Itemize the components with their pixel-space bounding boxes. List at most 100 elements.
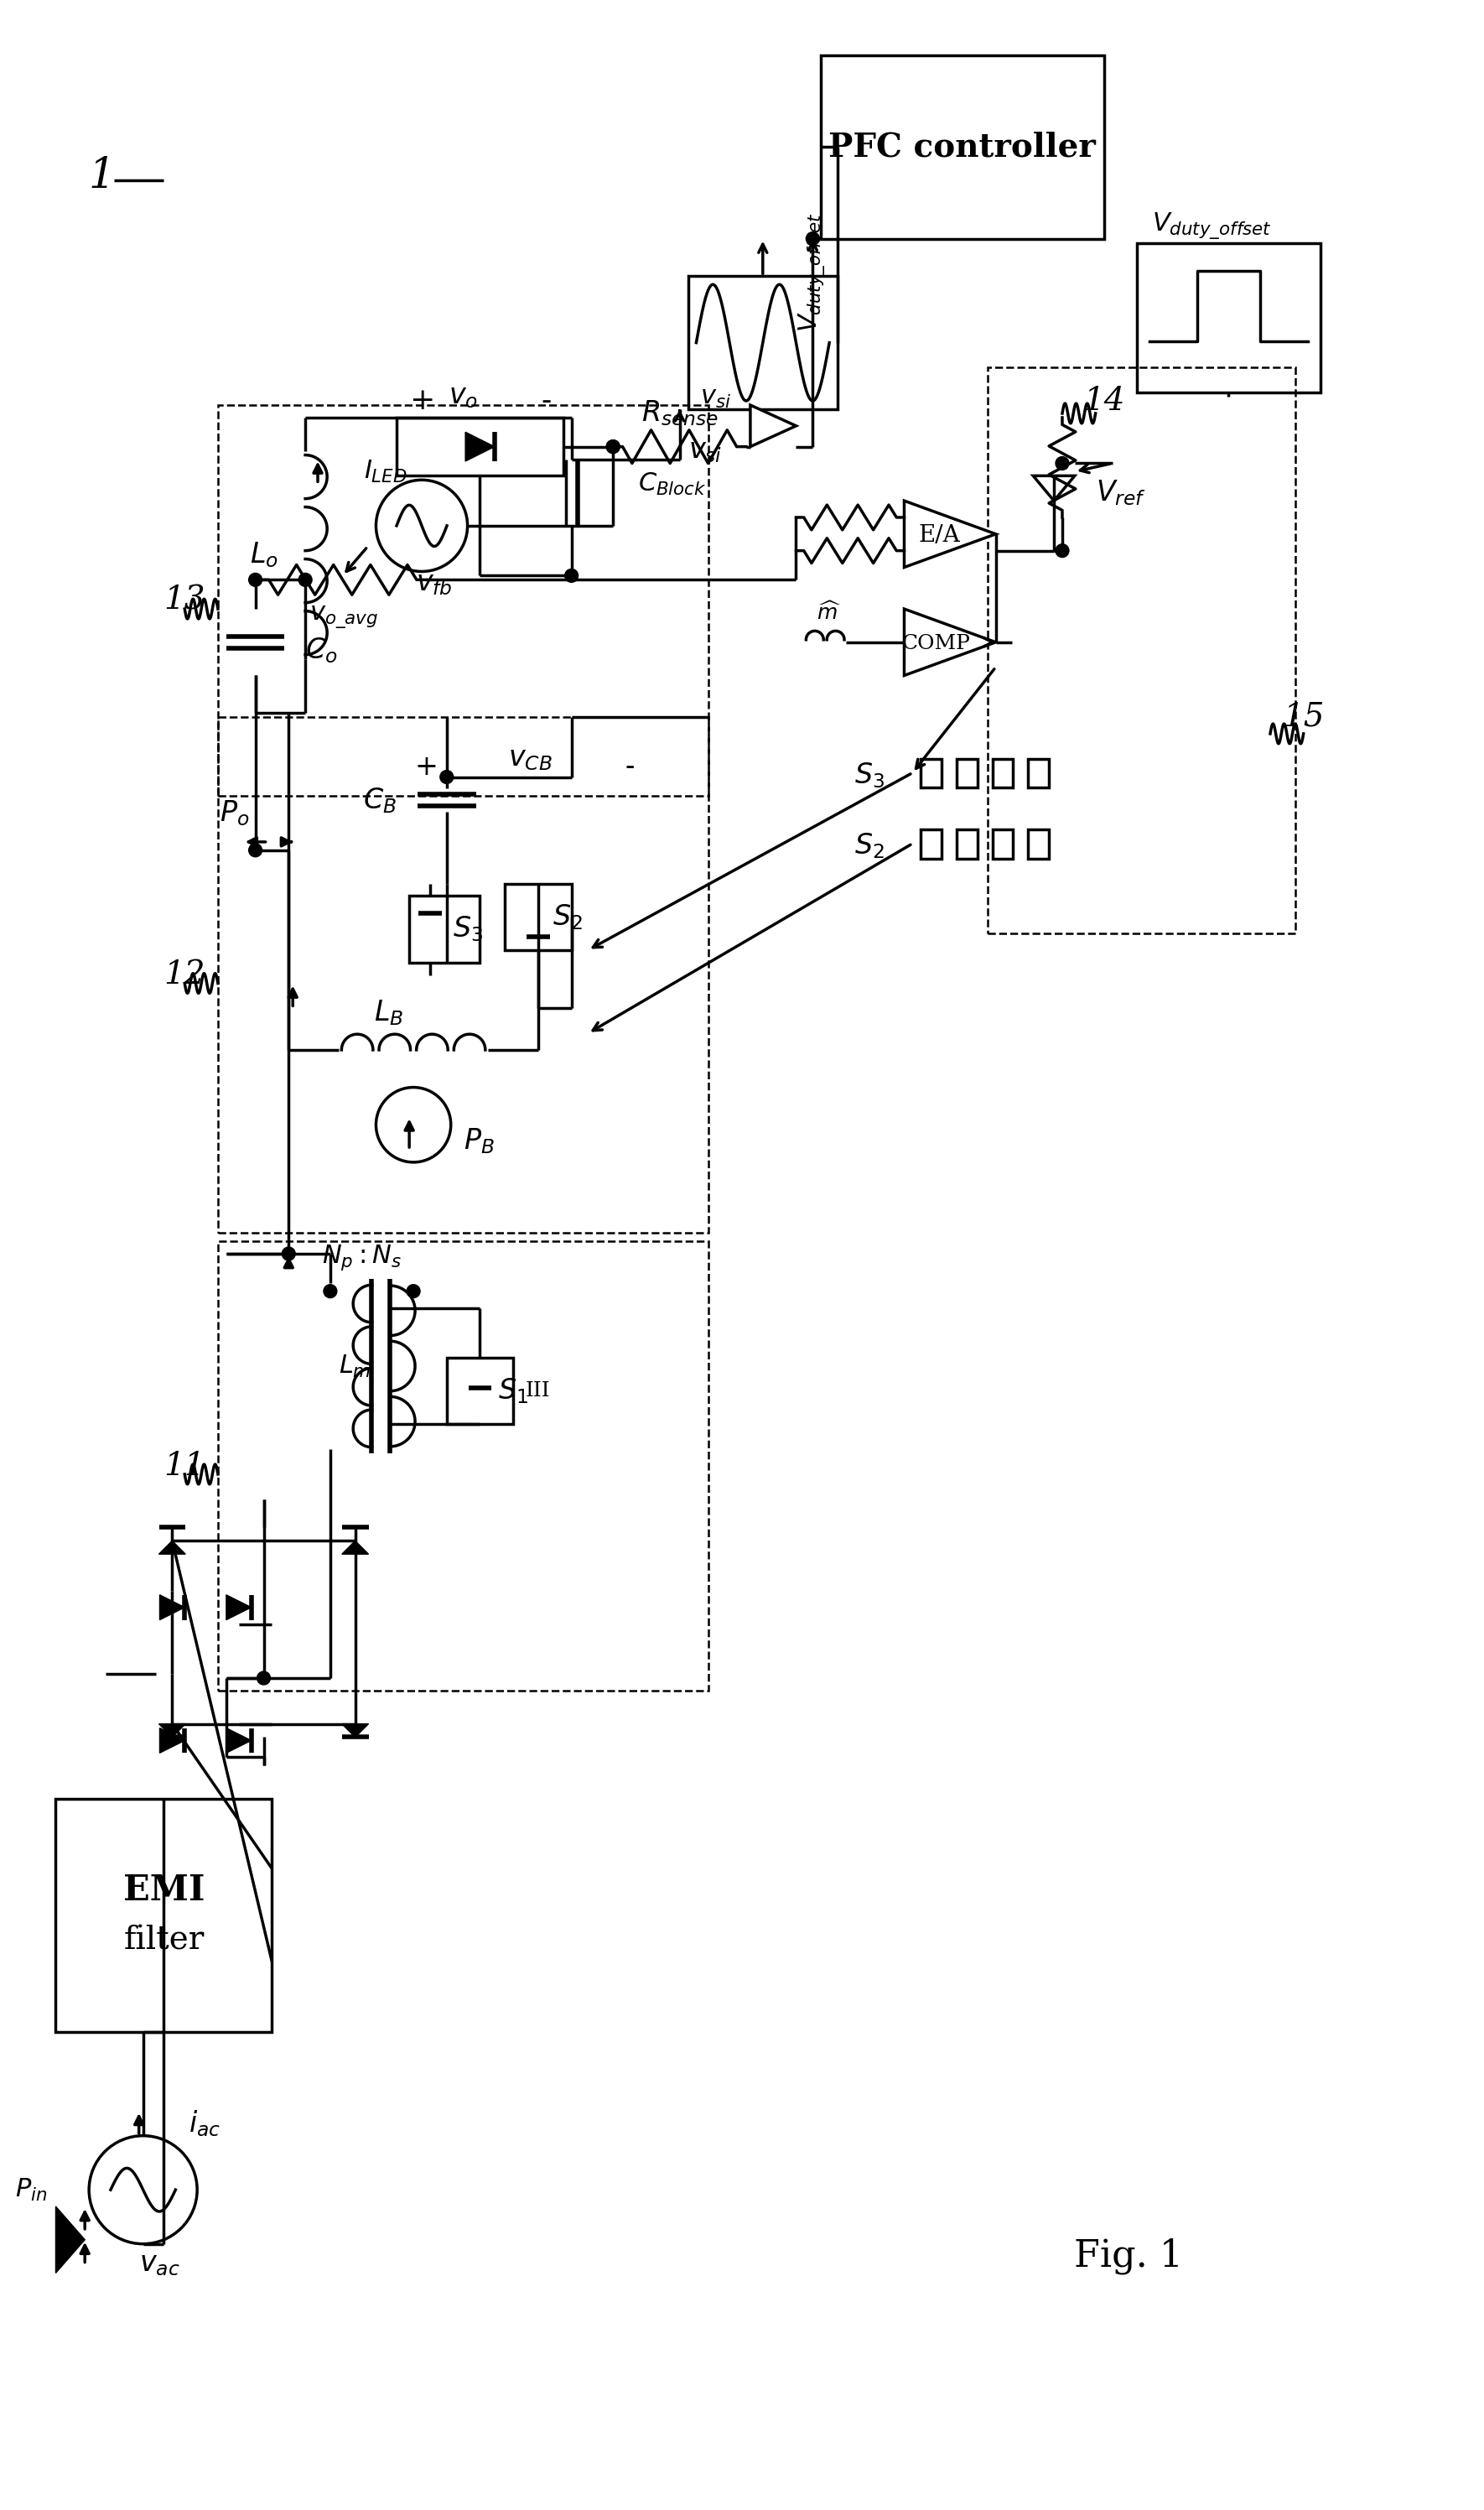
- Text: +: +: [416, 753, 438, 781]
- Circle shape: [249, 843, 263, 856]
- Circle shape: [375, 1087, 451, 1162]
- Text: $C_{Block}$: $C_{Block}$: [638, 472, 706, 497]
- Circle shape: [607, 439, 620, 454]
- Text: $L_m$: $L_m$: [340, 1353, 371, 1378]
- Bar: [922, 828, 942, 858]
- Bar: [1137, 243, 1321, 392]
- Text: $L_B$: $L_B$: [374, 999, 404, 1027]
- Text: $S_3$: $S_3$: [855, 761, 884, 791]
- Text: $S_2$: $S_2$: [552, 901, 582, 931]
- Text: $P_B$: $P_B$: [463, 1127, 494, 1157]
- Polygon shape: [904, 610, 996, 675]
- Bar: [218, 404, 709, 796]
- Polygon shape: [226, 1594, 251, 1619]
- Text: $S_3$: $S_3$: [453, 914, 482, 944]
- Text: $L_o$: $L_o$: [249, 540, 278, 570]
- Bar: [993, 758, 1014, 788]
- Text: $V_{ref}$: $V_{ref}$: [1095, 477, 1146, 507]
- Text: -: -: [625, 753, 635, 781]
- Text: $P_{in}$: $P_{in}$: [15, 2176, 47, 2204]
- Text: $v_{si}$: $v_{si}$: [700, 384, 732, 409]
- Bar: [821, 55, 1104, 238]
- Polygon shape: [469, 1401, 491, 1411]
- Circle shape: [257, 1672, 270, 1684]
- Text: $i_{ac}$: $i_{ac}$: [188, 2108, 221, 2139]
- Bar: [1028, 758, 1049, 788]
- Text: $v_{si}$: $v_{si}$: [689, 437, 721, 464]
- Circle shape: [607, 439, 620, 454]
- Circle shape: [249, 572, 263, 587]
- Text: 12: 12: [163, 959, 205, 991]
- Text: EMI: EMI: [123, 1872, 205, 1908]
- Polygon shape: [904, 502, 996, 567]
- Bar: [410, 896, 479, 961]
- Circle shape: [282, 1247, 295, 1260]
- Bar: [922, 758, 942, 788]
- Circle shape: [565, 570, 579, 582]
- Circle shape: [375, 479, 467, 572]
- Text: $\widehat{m}$: $\widehat{m}$: [818, 602, 841, 625]
- Polygon shape: [56, 2206, 85, 2274]
- Text: $v_{CB}$: $v_{CB}$: [508, 745, 552, 773]
- Bar: [56, 1800, 272, 2031]
- Bar: [218, 1242, 709, 1692]
- Bar: [987, 366, 1296, 934]
- Polygon shape: [418, 926, 442, 936]
- Polygon shape: [226, 1727, 251, 1752]
- Text: $R_{sense}$: $R_{sense}$: [641, 399, 718, 427]
- Circle shape: [89, 2136, 197, 2244]
- Text: COMP: COMP: [902, 635, 971, 653]
- Text: $P_o$: $P_o$: [220, 798, 249, 828]
- Text: 15: 15: [1282, 703, 1324, 733]
- Polygon shape: [160, 1594, 184, 1619]
- Text: $v_{fb}$: $v_{fb}$: [416, 570, 453, 597]
- Polygon shape: [466, 432, 494, 462]
- Text: $S_1$: $S_1$: [499, 1375, 528, 1406]
- Text: Fig. 1: Fig. 1: [1074, 2239, 1183, 2274]
- Text: $S_2$: $S_2$: [855, 831, 884, 861]
- Polygon shape: [341, 1541, 368, 1554]
- Text: $V_{duty\_offset}$: $V_{duty\_offset}$: [797, 211, 828, 331]
- Text: $C_o$: $C_o$: [306, 635, 337, 665]
- Text: 11: 11: [163, 1451, 205, 1481]
- Polygon shape: [159, 1541, 186, 1554]
- Bar: [505, 884, 571, 951]
- Bar: [689, 276, 837, 409]
- Bar: [957, 758, 978, 788]
- Bar: [957, 828, 978, 858]
- Circle shape: [806, 231, 819, 246]
- Circle shape: [1055, 457, 1068, 469]
- Bar: [993, 828, 1014, 858]
- Text: $v_{o\_avg}$: $v_{o\_avg}$: [310, 605, 378, 630]
- Text: $v_{ac}$: $v_{ac}$: [139, 2251, 180, 2279]
- Bar: [1028, 828, 1049, 858]
- Text: 1: 1: [88, 156, 114, 196]
- Circle shape: [1055, 545, 1068, 557]
- Text: +: +: [410, 387, 435, 414]
- Circle shape: [441, 771, 453, 783]
- Polygon shape: [341, 1724, 368, 1737]
- Circle shape: [407, 1285, 420, 1298]
- Text: $V_{duty\_offset}$: $V_{duty\_offset}$: [1152, 211, 1272, 241]
- Polygon shape: [160, 1727, 184, 1752]
- Text: $v_o$: $v_o$: [448, 384, 478, 409]
- Text: 14: 14: [1083, 387, 1125, 417]
- Polygon shape: [751, 404, 795, 447]
- Polygon shape: [159, 1724, 186, 1737]
- Circle shape: [298, 572, 312, 587]
- Text: E/A: E/A: [919, 525, 960, 547]
- Polygon shape: [527, 926, 551, 936]
- Text: $I_{LED}$: $I_{LED}$: [364, 459, 407, 484]
- Text: III: III: [525, 1380, 551, 1401]
- Text: -: -: [542, 387, 552, 414]
- Text: $N_p:N_s$: $N_p:N_s$: [322, 1242, 402, 1273]
- Text: 13: 13: [163, 585, 205, 615]
- Bar: [218, 718, 709, 1232]
- Bar: [447, 1358, 513, 1423]
- Text: $C_B$: $C_B$: [364, 786, 396, 816]
- Text: filter: filter: [123, 1925, 205, 1955]
- Bar: [396, 417, 562, 477]
- Polygon shape: [1033, 477, 1074, 502]
- Circle shape: [324, 1285, 337, 1298]
- Text: PFC controller: PFC controller: [828, 131, 1097, 163]
